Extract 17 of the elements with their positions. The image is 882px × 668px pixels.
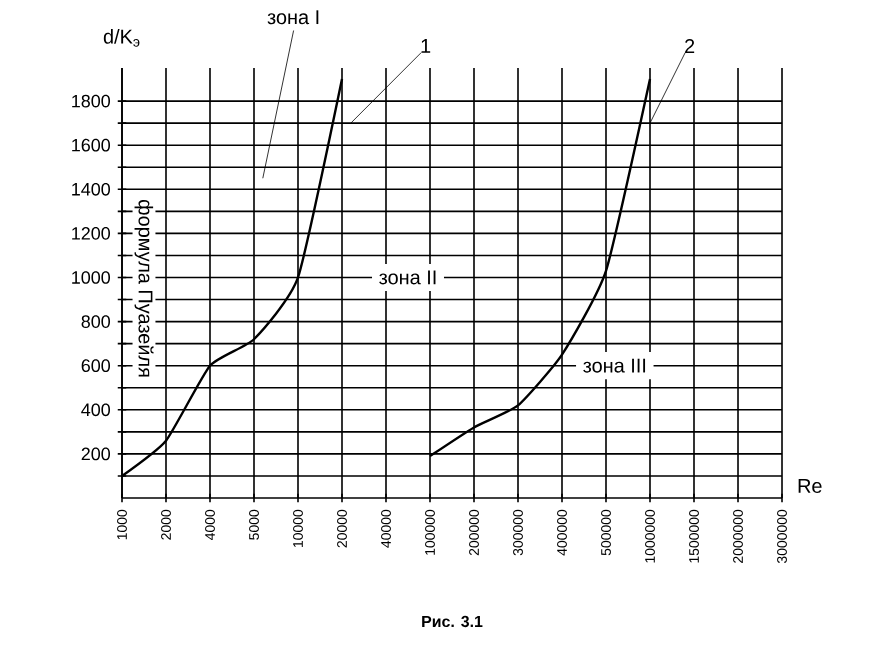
- text: 1: [421, 39, 431, 53]
- y-tick-label: 1200: [72, 227, 111, 240]
- y-tick-label: 400: [81, 403, 111, 417]
- annotation: формула Пуазейля: [134, 200, 154, 377]
- annotation: зона II: [379, 270, 436, 285]
- y-tick-label: 1800: [72, 94, 111, 108]
- text: 2: [685, 39, 695, 53]
- text: зона I: [267, 10, 319, 25]
- y-tick-label: 1400: [72, 182, 111, 196]
- y-tick-label: 1600: [72, 138, 111, 152]
- y-tick-label: 600: [81, 359, 111, 373]
- y-tick-label: 800: [81, 315, 111, 328]
- y-tick-label: 1000: [72, 271, 111, 284]
- y-axis-title: d/K$_{э}$: [103, 29, 140, 47]
- x-axis-title: Re: [798, 479, 822, 493]
- annotation: зона III: [583, 358, 646, 373]
- y-tick-label: 200: [81, 447, 111, 461]
